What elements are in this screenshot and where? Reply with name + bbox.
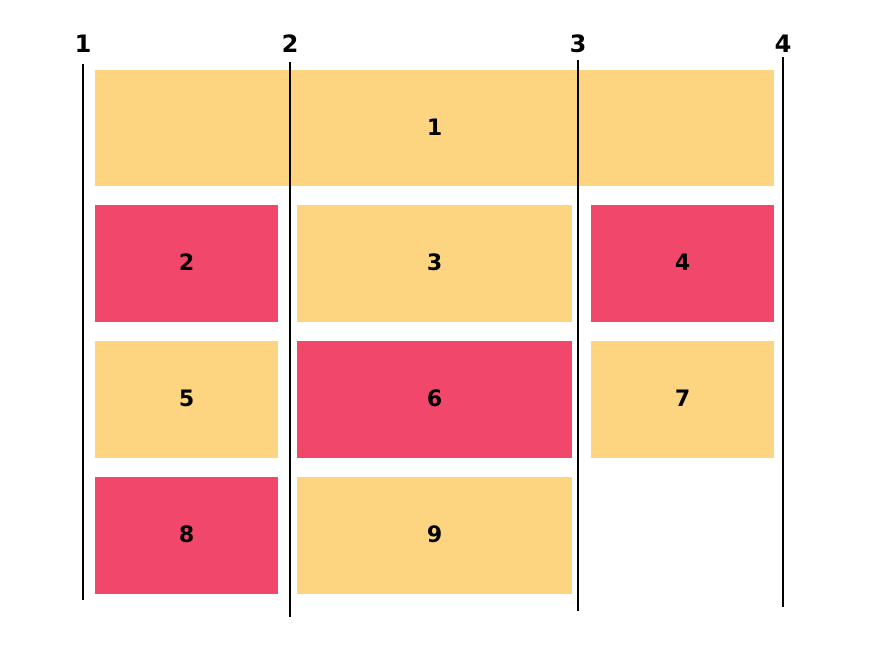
grid-item: 5 <box>95 341 278 458</box>
grid-item: 9 <box>297 477 572 594</box>
grid-item: 7 <box>591 341 774 458</box>
grid-item: 8 <box>95 477 278 594</box>
grid-item: 3 <box>297 205 572 322</box>
grid-item: 1 <box>95 70 774 186</box>
grid-item: 6 <box>297 341 572 458</box>
grid-line-label: 4 <box>774 30 792 58</box>
grid-line <box>82 64 84 600</box>
grid-line <box>782 57 784 607</box>
grid-item: 2 <box>95 205 278 322</box>
grid-line <box>289 62 291 617</box>
grid-line <box>577 60 579 611</box>
grid-line-label: 2 <box>281 30 299 58</box>
grid-line-label: 1 <box>74 30 92 58</box>
grid-line-label: 3 <box>569 30 587 58</box>
grid-item: 4 <box>591 205 774 322</box>
